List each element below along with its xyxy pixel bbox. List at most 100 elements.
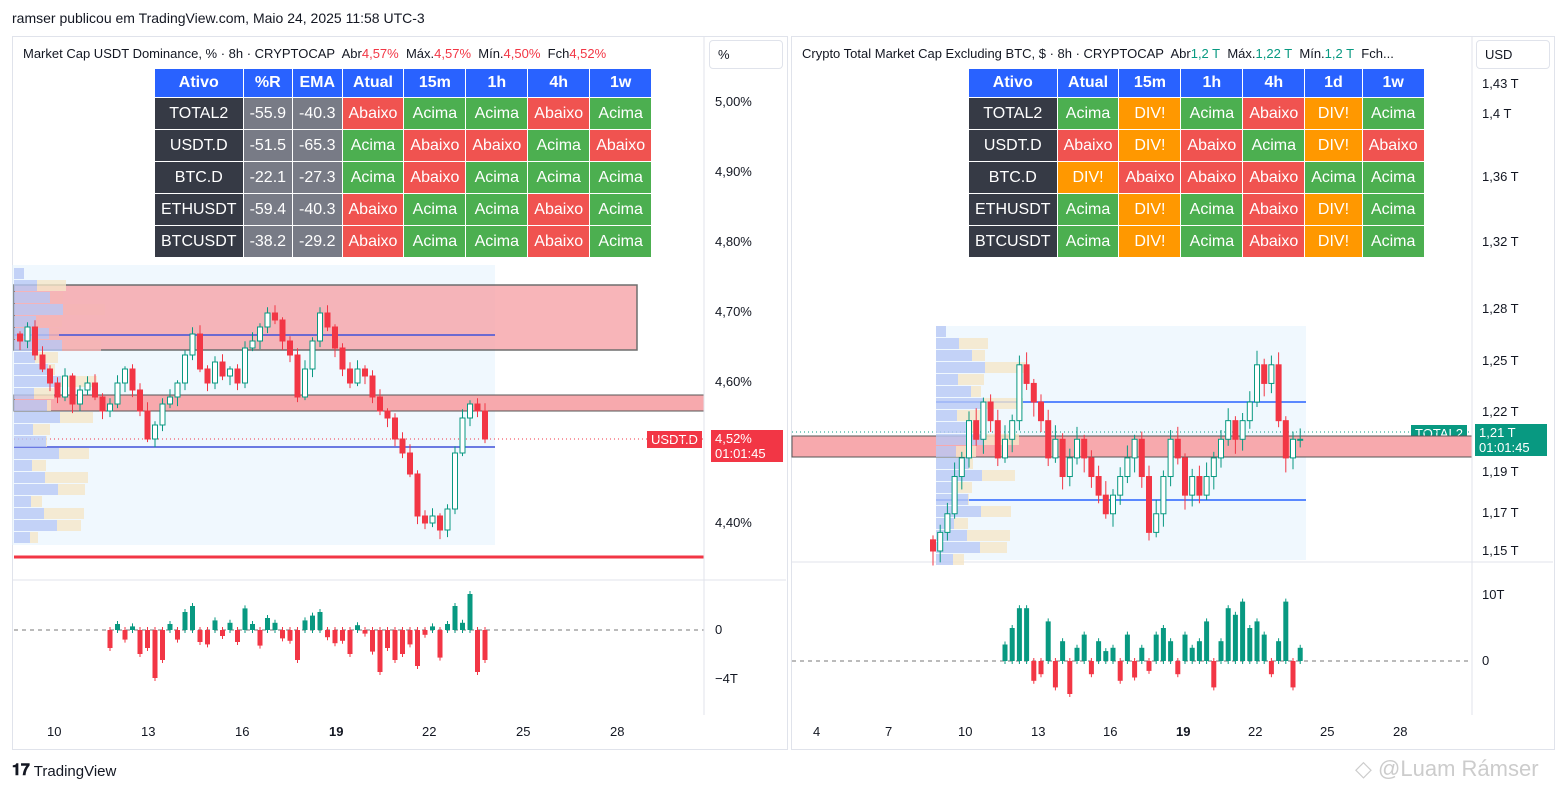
candle-body — [1038, 401, 1044, 422]
candle — [392, 413, 398, 447]
asset-cell: BTC.D — [968, 161, 1058, 194]
candle-body — [197, 333, 203, 370]
oscillator-bar — [1247, 628, 1253, 661]
oscillator-bar — [310, 615, 315, 630]
candle-body — [392, 417, 398, 440]
volume-profile-bar — [936, 446, 956, 457]
column-header: 1h — [1180, 68, 1244, 98]
candle — [1282, 416, 1289, 473]
candle — [1203, 462, 1210, 501]
signal-cell: Acima — [465, 161, 529, 194]
candle — [339, 343, 346, 377]
oscillator-bar — [250, 624, 255, 630]
candle-body — [287, 340, 293, 356]
table-row: BTC.D -22.1 -27.3 Acima Abaixo Acima Acima Acim… — [154, 161, 653, 194]
oscillator-bar — [1276, 641, 1282, 661]
unit-selector-left[interactable]: % — [709, 40, 783, 69]
oscillator-axis-label: 0 — [1482, 653, 1490, 668]
candle-body — [174, 382, 181, 398]
oscillator-bar — [1218, 641, 1224, 661]
candle — [272, 305, 278, 325]
oscillator-bar — [280, 630, 285, 639]
oscillator-bar — [1240, 601, 1246, 661]
candle — [1124, 445, 1131, 484]
candle-body — [1290, 438, 1296, 459]
close-label: Fch — [547, 46, 570, 61]
low-value: 1,2 T — [1324, 46, 1355, 61]
volume-profile-bar — [59, 448, 89, 459]
candle — [54, 377, 61, 404]
volume-profile-bar — [35, 352, 58, 363]
candle-body — [966, 420, 972, 459]
candle — [930, 535, 936, 566]
candle-body — [1117, 476, 1124, 496]
oscillator-bar — [1261, 634, 1267, 661]
candle — [1218, 430, 1224, 468]
candle — [114, 375, 121, 409]
candle — [107, 398, 113, 418]
table-row: ETHUSDT -59.4 -40.3 Abaixo Acima Acima Abaixo A… — [154, 193, 653, 226]
signal-cell: Abaixo — [1361, 129, 1425, 162]
tv-icon: 𝟏𝟕 — [12, 762, 30, 779]
volume-profile-bar — [14, 532, 30, 543]
candle-body — [951, 476, 958, 515]
candle — [302, 360, 308, 401]
candle — [1210, 451, 1217, 490]
open-label: Abr — [341, 46, 362, 61]
candle — [84, 376, 91, 396]
candle — [1045, 409, 1052, 467]
volume-profile-bar — [959, 338, 988, 349]
signal-cell: -65.3 — [292, 129, 343, 162]
oscillator-bar — [1254, 621, 1260, 661]
signal-cell: -29.2 — [292, 225, 343, 258]
candle-body — [1189, 476, 1196, 496]
candle-body — [227, 368, 233, 377]
candle-body — [1110, 494, 1116, 515]
oscillator-bar — [295, 630, 300, 660]
signal-cell: Acima — [403, 193, 467, 226]
volume-profile-bar — [14, 508, 44, 519]
candle-body — [1239, 420, 1246, 440]
asset-cell: TOTAL2 — [968, 97, 1058, 130]
oscillator-bar — [235, 630, 240, 642]
oscillator-bar — [257, 630, 263, 646]
unit-selector-right[interactable]: USD — [1476, 40, 1550, 69]
signal-cell: Acima — [1361, 225, 1425, 258]
price-axis-label: 1,15 T — [1482, 543, 1519, 558]
candle — [1297, 428, 1304, 448]
volume-profile-bar — [14, 520, 57, 531]
oscillator-bar — [137, 630, 143, 654]
candle — [1131, 434, 1138, 473]
oscillator-bar — [385, 630, 390, 648]
legend-left[interactable]: Market Cap USDT Dominance, % · 8h · CRYP… — [23, 46, 606, 61]
oscillator-bar — [1038, 661, 1044, 675]
candle-body — [324, 312, 331, 328]
candle — [1110, 489, 1116, 527]
time-axis-label: 28 — [610, 724, 625, 739]
candle-body — [54, 382, 61, 398]
candle — [1146, 465, 1152, 541]
oscillator-bar — [287, 630, 293, 641]
oscillator-bar — [197, 630, 203, 642]
oscillator-bar — [475, 630, 480, 672]
signal-cell: Acima — [1304, 161, 1363, 194]
volume-profile-bar — [936, 482, 955, 493]
candle-body — [1052, 438, 1059, 459]
oscillator-bar — [1196, 641, 1202, 661]
oscillator-bar — [1024, 608, 1030, 661]
signal-cell: -40.3 — [292, 193, 343, 226]
volume-profile-bar — [33, 424, 50, 435]
candle-body — [1095, 476, 1102, 496]
volume-profile-bar — [936, 386, 971, 397]
oscillator-bar — [1110, 647, 1116, 661]
signal-cell: Abaixo — [589, 129, 653, 162]
candle-body — [429, 515, 436, 524]
candle-body — [1138, 438, 1145, 478]
tradingview-logo[interactable]: 𝟏𝟕 TradingView — [12, 762, 116, 780]
signal-cell: Acima — [1242, 129, 1306, 162]
oscillator-bar — [437, 630, 443, 658]
candle — [1182, 453, 1188, 510]
candle — [1167, 430, 1174, 487]
legend-right[interactable]: Crypto Total Market Cap Excluding BTC, $… — [802, 46, 1394, 61]
